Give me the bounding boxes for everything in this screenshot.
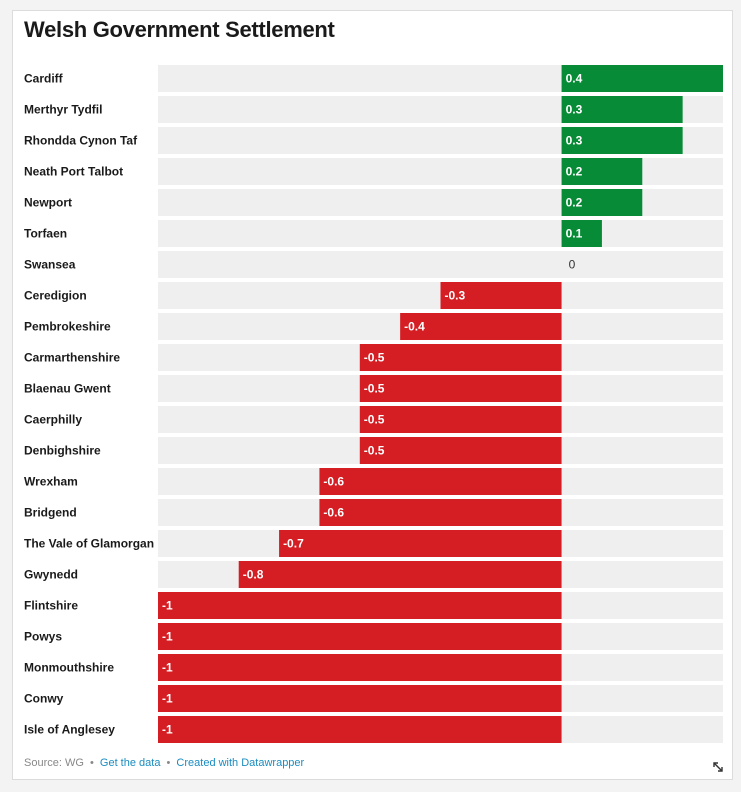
value-label: -0.6 — [323, 475, 344, 489]
category-label: Blaenau Gwent — [24, 382, 111, 396]
bar-positive — [561, 96, 683, 123]
value-label: -0.4 — [404, 320, 425, 334]
value-label: -0.7 — [283, 537, 304, 551]
bar-negative — [158, 592, 562, 619]
category-label: Monmouthshire — [24, 661, 114, 675]
bar-track — [158, 220, 723, 247]
category-label: Newport — [24, 196, 72, 210]
bar-negative — [158, 716, 562, 743]
value-label: -0.3 — [445, 289, 466, 303]
bar-positive — [561, 65, 723, 92]
category-label: Gwynedd — [24, 568, 78, 582]
value-label: 0.3 — [566, 103, 583, 117]
category-label: Swansea — [24, 258, 76, 272]
bar-negative — [158, 685, 562, 712]
bar-negative — [440, 282, 562, 309]
footer-bullet: • — [166, 757, 171, 769]
category-label: Rhondda Cynon Taf — [24, 134, 138, 148]
value-label: -1 — [162, 692, 173, 706]
category-label: Torfaen — [24, 227, 67, 241]
bar-positive — [561, 189, 643, 216]
chart-footer: Source: WG • Get the data • Created with… — [24, 757, 304, 769]
value-label: 0.1 — [566, 227, 583, 241]
bar-track — [158, 251, 723, 278]
value-label: -1 — [162, 661, 173, 675]
expand-diagonal-icon[interactable] — [712, 761, 724, 773]
footer-bullet: • — [89, 757, 94, 769]
bar-negative — [359, 437, 562, 464]
bar-negative — [319, 499, 562, 526]
category-label: Wrexham — [24, 475, 78, 489]
bar-positive — [561, 220, 602, 247]
value-label: -0.5 — [364, 382, 385, 396]
source-text: Source: WG — [24, 757, 84, 769]
bar-negative — [238, 561, 562, 588]
bar-negative — [359, 406, 562, 433]
bar-negative — [359, 375, 562, 402]
bar-negative — [158, 623, 562, 650]
bar-negative — [359, 344, 562, 371]
value-label: -0.6 — [323, 506, 344, 520]
category-label: Flintshire — [24, 599, 78, 613]
value-label: -0.5 — [364, 413, 385, 427]
category-label: Denbighshire — [24, 444, 101, 458]
bar-negative — [279, 530, 562, 557]
category-label: Bridgend — [24, 506, 77, 520]
value-label: -0.8 — [243, 568, 264, 582]
category-label: Merthyr Tydfil — [24, 103, 102, 117]
value-label: 0.3 — [566, 134, 583, 148]
value-label: 0 — [569, 258, 576, 272]
value-label: 0.2 — [566, 196, 583, 210]
category-label: Caerphilly — [24, 413, 82, 427]
bar-chart: Cardiff 0.4 Merthyr Tydfil 0.3 Rhondda Cynon… — [24, 65, 723, 743]
created-with-datawrapper-link[interactable]: Created with Datawrapper — [176, 757, 305, 769]
value-label: -0.5 — [364, 351, 385, 365]
value-label: -1 — [162, 723, 173, 737]
category-label: Isle of Anglesey — [24, 723, 115, 737]
bar-negative — [319, 468, 562, 495]
value-label: -1 — [162, 599, 173, 613]
category-label: Conwy — [24, 692, 64, 706]
bar-positive — [561, 127, 683, 154]
value-label: -1 — [162, 630, 173, 644]
get-the-data-link[interactable]: Get the data — [99, 757, 161, 769]
category-label: Carmarthenshire — [24, 351, 120, 365]
bar-positive — [561, 158, 643, 185]
category-label: Pembrokeshire — [24, 320, 111, 334]
category-label: Cardiff — [24, 72, 64, 86]
chart-title: Welsh Government Settlement — [24, 17, 335, 42]
bar-negative — [400, 313, 562, 340]
value-label: 0.2 — [566, 165, 583, 179]
value-label: 0.4 — [566, 72, 583, 86]
category-label: Neath Port Talbot — [24, 165, 123, 179]
category-label: The Vale of Glamorgan — [24, 537, 154, 551]
value-label: -0.5 — [364, 444, 385, 458]
category-label: Ceredigion — [24, 289, 87, 303]
chart-card: Welsh Government Settlement Cardiff 0.4 Me… — [12, 10, 733, 780]
category-label: Powys — [24, 630, 62, 644]
bar-negative — [158, 654, 562, 681]
